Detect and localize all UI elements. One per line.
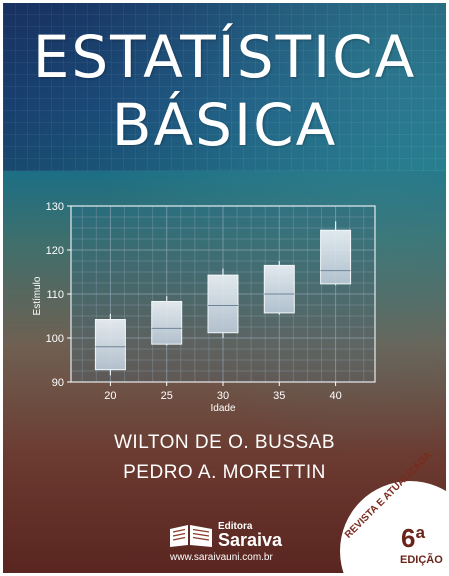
y-tick-label: 110 <box>46 289 64 301</box>
x-tick-label: 40 <box>329 390 341 402</box>
y-axis-label: Estímulo <box>32 276 43 315</box>
y-tick-label: 90 <box>52 377 64 389</box>
edition-number: 6ª <box>401 523 426 553</box>
open-book-icon <box>170 525 212 547</box>
box <box>207 274 239 334</box>
publisher-url[interactable]: www.saraivauni.com.br <box>170 552 273 563</box>
y-tick-label: 120 <box>46 245 64 257</box>
edition-label: EDIÇÃO <box>400 554 443 566</box>
author-2: PEDRO A. MORETTIN <box>123 462 326 483</box>
publisher-logo: Editora Saraiva www.saraivauni.com.br <box>168 521 328 563</box>
title-line-2: BÁSICA <box>111 91 338 159</box>
x-tick-label: 30 <box>217 390 229 402</box>
publisher-line-1: Editora <box>218 521 253 532</box>
x-axis-label: Idade <box>210 403 235 414</box>
boxplot-chart: 90 100 110 120 130 20 25 30 35 40 Idade Estímulo <box>32 201 376 414</box>
author-1: WILTON DE O. BUSSAB <box>113 432 335 453</box>
book-cover: ESTATÍSTICA BÁSICA 90 100 110 120 130 20 25 30 3… <box>3 3 446 573</box>
x-tick-label: 20 <box>104 390 116 402</box>
publisher-name: Saraiva <box>218 530 283 550</box>
x-tick-label: 35 <box>273 390 285 402</box>
x-tick-label: 25 <box>161 390 173 402</box>
title-band <box>3 3 446 171</box>
box <box>263 264 295 314</box>
box <box>320 229 352 285</box>
box <box>151 300 183 345</box>
box <box>94 319 126 371</box>
y-tick-label: 100 <box>46 333 64 345</box>
title-line-1: ESTATÍSTICA <box>32 23 417 91</box>
y-tick-label: 130 <box>46 201 64 213</box>
